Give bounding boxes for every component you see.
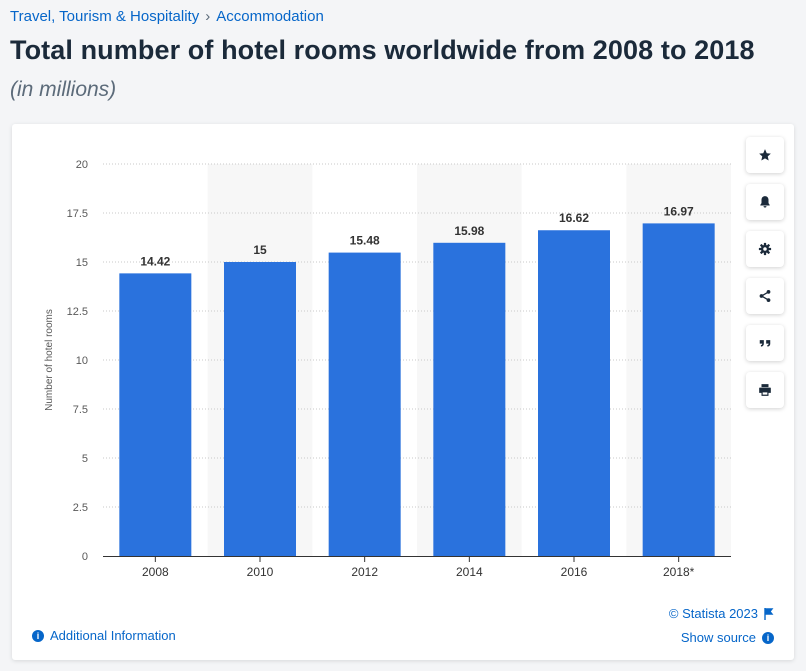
bell-icon xyxy=(760,196,770,208)
data-label: 15 xyxy=(253,243,267,257)
info-icon: i xyxy=(762,631,774,644)
favorite-button[interactable] xyxy=(746,137,784,173)
bar xyxy=(328,252,401,557)
copyright-label: © Statista 2023 xyxy=(668,606,758,621)
bar xyxy=(538,230,610,557)
y-tick-label: 7.5 xyxy=(73,404,88,416)
additional-information-label: Additional Information xyxy=(50,628,176,643)
bar xyxy=(642,223,715,556)
y-tick-label: 15 xyxy=(76,257,88,269)
share-icon xyxy=(759,290,771,302)
x-tick-label: 2016 xyxy=(561,565,588,579)
x-tick-label: 2012 xyxy=(351,565,378,579)
bar-chart: 0 2.5 5 7.5 10 12.5 15 17.5 20 14.42 2008 15 2010 15.… xyxy=(44,159,731,579)
y-tick-label: 10 xyxy=(76,355,88,367)
x-tick-label: 2010 xyxy=(247,565,274,579)
share-button[interactable] xyxy=(746,278,784,314)
data-label: 16.62 xyxy=(559,211,589,225)
settings-button[interactable] xyxy=(746,231,784,267)
y-tick-label: 0 xyxy=(82,551,88,563)
data-label: 16.97 xyxy=(664,204,694,218)
breadcrumb-category-link[interactable]: Travel, Tourism & Hospitality xyxy=(10,8,200,25)
data-label: 14.42 xyxy=(140,254,170,268)
x-tick-label: 2014 xyxy=(456,565,483,579)
x-tick-label: 2008 xyxy=(142,565,169,579)
data-label: 15.48 xyxy=(350,234,380,248)
y-axis-label: Number of hotel rooms xyxy=(44,309,55,411)
bar xyxy=(224,262,296,556)
print-button[interactable] xyxy=(746,372,784,408)
page-title: Total number of hotel rooms worldwide fr… xyxy=(10,35,755,65)
show-source-label: Show source xyxy=(680,630,756,645)
y-tick-label: 2.5 xyxy=(73,502,88,514)
y-tick-label: 20 xyxy=(76,159,88,171)
breadcrumb-separator: › xyxy=(205,8,211,25)
statista-copyright-link[interactable]: © Statista 2023 xyxy=(669,606,774,621)
cite-button[interactable] xyxy=(746,325,784,361)
print-icon xyxy=(759,384,771,396)
x-tick-label: 2018* xyxy=(663,565,695,579)
info-icon: i xyxy=(32,629,44,642)
breadcrumb-subcategory-link[interactable]: Accommodation xyxy=(216,8,324,25)
show-source-link[interactable]: Show source i xyxy=(681,630,774,645)
star-icon xyxy=(759,149,771,161)
chart-card: 0 2.5 5 7.5 10 12.5 15 17.5 20 14.42 2008 15 2010 15.… xyxy=(12,124,794,660)
data-label: 15.98 xyxy=(454,224,484,238)
notification-button[interactable] xyxy=(746,184,784,220)
page-subtitle: (in millions) xyxy=(10,78,117,101)
y-tick-label: 5 xyxy=(82,453,88,465)
flag-icon xyxy=(764,607,774,620)
bar xyxy=(433,242,506,556)
chart-toolbar xyxy=(746,137,784,419)
quote-icon xyxy=(759,340,771,347)
additional-information-link[interactable]: i Additional Information xyxy=(32,628,176,643)
bar xyxy=(119,273,192,556)
gear-icon xyxy=(758,242,772,256)
y-tick-label: 17.5 xyxy=(67,208,88,220)
breadcrumb: Travel, Tourism & Hospitality › Accommodat… xyxy=(10,8,324,25)
y-tick-label: 12.5 xyxy=(67,306,88,318)
